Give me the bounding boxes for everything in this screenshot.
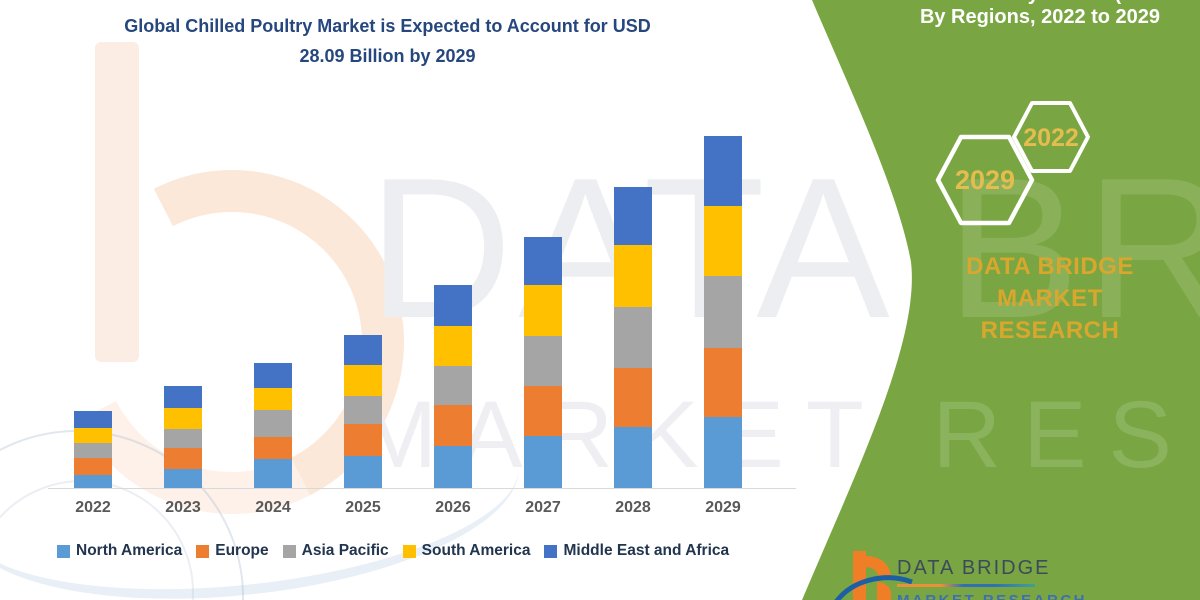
x-axis-line [48, 488, 796, 489]
x-axis-label-2023: 2023 [165, 499, 201, 516]
chart-title-line1: Global Chilled Poultry Market is Expecte… [124, 16, 651, 36]
legend-label: South America [421, 542, 531, 559]
bar-segment-south-america-2028 [614, 245, 652, 308]
bar-segment-north-america-2028 [614, 426, 652, 488]
bar-segment-south-america-2026 [434, 326, 472, 367]
bar-segment-south-america-2024 [254, 388, 292, 411]
legend-item-asia-pacific: Asia Pacific [282, 542, 389, 560]
legend-item-middle-east-and-africa: Middle East and Africa [544, 542, 729, 560]
bar-segment-europe-2022 [74, 457, 112, 475]
bar-segment-north-america-2022 [74, 474, 112, 488]
x-axis-label-2027: 2027 [525, 499, 561, 516]
legend-label: North America [76, 542, 183, 559]
legend-item-europe: Europe [196, 542, 269, 560]
side-panel-shape [802, 0, 1200, 600]
footer-logo-tagline: MARKET RESEARCH [897, 592, 1087, 600]
bar-segment-asia-pacific-2022 [74, 443, 112, 458]
x-axis-label-2029: 2029 [705, 499, 741, 516]
bar-segment-asia-pacific-2029 [704, 275, 742, 348]
bar-segment-north-america-2023 [164, 469, 202, 488]
bar-segment-south-america-2023 [164, 407, 202, 430]
panel-brand-text: DATA BRIDGE MARKET RESEARCH [915, 251, 1185, 347]
x-axis-label-2026: 2026 [435, 499, 471, 516]
legend-swatch-icon [282, 544, 296, 558]
hexagon-2029-label: 2029 [955, 165, 1015, 195]
watermark-text-line2-on-green: MARKET RESEARCH [358, 382, 1200, 488]
bar-segment-asia-pacific-2024 [254, 410, 292, 438]
legend-label: Middle East and Africa [563, 542, 730, 559]
hexagon-2029 [935, 134, 1035, 226]
x-axis-label-2022: 2022 [75, 499, 111, 516]
legend-item-north-america: North America [57, 542, 182, 560]
logo-swoosh-icon [834, 575, 913, 600]
footer-logo-name: DATA BRIDGE [897, 557, 1051, 579]
legend-swatch-icon [402, 544, 416, 558]
bar-segment-south-america-2025 [344, 365, 382, 396]
bar-segment-europe-2026 [434, 405, 472, 446]
chart-title: Global Chilled Poultry Market is Expecte… [25, 11, 750, 71]
panel-heading-clipped: Global Chilled Poultry Market (USD Billi… [830, 0, 1200, 6]
x-axis-label-2024: 2024 [255, 499, 291, 516]
footer-logo-underline [897, 584, 1035, 587]
panel-brand-line1: DATA BRIDGE MARKET [966, 253, 1134, 312]
x-axis-label-2028: 2028 [615, 499, 651, 516]
bar-segment-europe-2024 [254, 437, 292, 460]
hexagon-2022-label: 2022 [1023, 124, 1079, 152]
bar-segment-asia-pacific-2025 [344, 395, 382, 425]
bar-segment-asia-pacific-2026 [434, 366, 472, 406]
bar-segment-south-america-2027 [524, 285, 562, 336]
legend-label: Europe [215, 542, 269, 559]
x-axis-label-2025: 2025 [345, 499, 381, 516]
panel-heading: By Regions, 2022 to 2029 [919, 6, 1161, 28]
bar-segment-asia-pacific-2023 [164, 429, 202, 449]
bar-segment-europe-2028 [614, 367, 652, 427]
bar-segment-north-america-2029 [704, 416, 742, 488]
bar-segment-middle-east-and-africa-2026 [434, 285, 472, 327]
bar-segment-asia-pacific-2027 [524, 335, 562, 386]
legend-item-south-america: South America [402, 542, 531, 560]
legend-swatch-icon [196, 544, 210, 558]
bar-segment-europe-2025 [344, 424, 382, 456]
bar-segment-europe-2023 [164, 448, 202, 470]
bar-segment-middle-east-and-africa-2029 [704, 135, 742, 206]
logo-b-stem-icon [853, 551, 866, 600]
bar-segment-north-america-2026 [434, 445, 472, 488]
footer-logo-mark [834, 551, 913, 600]
legend-swatch-icon [57, 544, 70, 558]
legend: North America Europe Asia Pacific South Ame… [57, 542, 729, 560]
bar-segment-europe-2027 [524, 385, 562, 436]
legend-label: Asia Pacific [301, 542, 389, 559]
logo-b-bowl-icon [877, 582, 891, 600]
bar-segment-middle-east-and-africa-2025 [344, 334, 382, 366]
bar-segment-asia-pacific-2028 [614, 307, 652, 368]
bar-segment-south-america-2022 [74, 427, 112, 444]
bar-segment-middle-east-and-africa-2027 [524, 236, 562, 286]
chart-title-line2: 28.09 Billion by 2029 [299, 46, 476, 66]
bar-segment-north-america-2027 [524, 435, 562, 488]
legend-swatch-icon [544, 544, 558, 558]
bar-segment-north-america-2024 [254, 459, 292, 488]
hexagon-2022 [1012, 101, 1090, 173]
bar-segment-middle-east-and-africa-2023 [164, 386, 202, 408]
bar-segment-middle-east-and-africa-2022 [74, 411, 112, 428]
bar-segment-middle-east-and-africa-2024 [254, 362, 292, 389]
bar-segment-middle-east-and-africa-2028 [614, 186, 652, 246]
logo-b-arm-icon [866, 556, 891, 579]
bar-segment-north-america-2025 [344, 456, 382, 488]
bar-segment-south-america-2029 [704, 205, 742, 276]
bar-segment-europe-2029 [704, 347, 742, 417]
panel-brand-line2: RESEARCH [980, 317, 1120, 344]
